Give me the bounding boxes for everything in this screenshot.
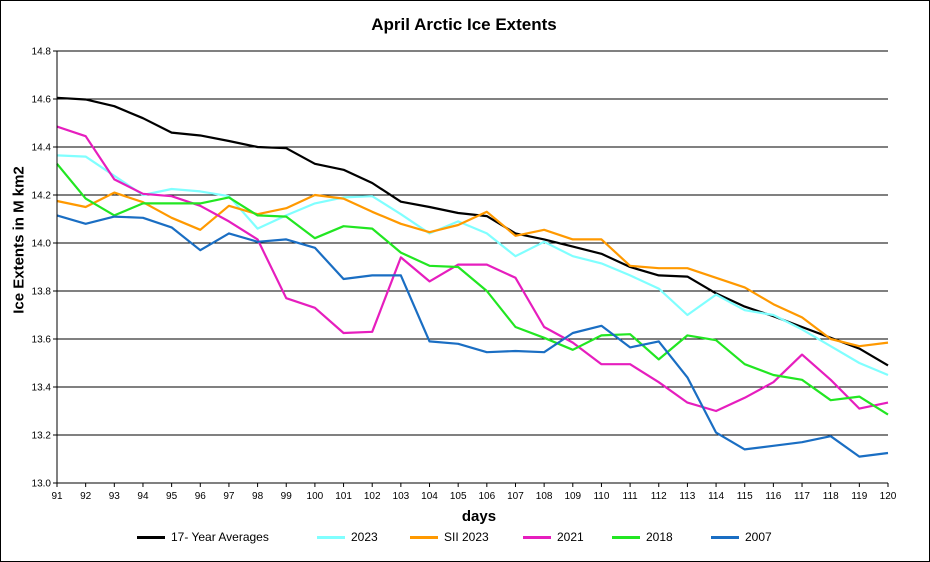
x-tick-label: 98 [252,491,264,502]
x-tick-label: 112 [651,491,667,502]
series-line-2021 [56,125,889,413]
series-lines [56,96,889,458]
y-axis-label: Ice Extents in M km2 [10,166,28,314]
x-tick-label: 107 [507,491,524,502]
x-tick-label: 120 [880,491,897,502]
legend-label: SII 2023 [444,530,489,544]
x-tick-label: 92 [80,491,92,502]
chart-title: April Arctic Ice Extents [371,15,557,34]
x-tick-label: 111 [623,491,639,502]
x-tick-label: 91 [51,491,63,502]
legend-item-2021: 2021 [523,530,584,544]
y-tick-label: 14.4 [32,143,52,154]
series-line-2007 [56,214,889,458]
x-tick-label: 109 [564,491,581,502]
legend-swatch [410,535,438,539]
x-tick-label: 119 [851,491,867,502]
legend-item-sii-2023: SII 2023 [410,530,489,544]
y-tick-label: 13.4 [32,383,52,394]
x-axis-label: days [461,508,497,525]
y-tick-label: 13.2 [32,431,52,442]
legend-item-2018: 2018 [612,530,673,544]
x-tick-label: 110 [593,491,609,502]
x-tick-label: 94 [137,491,149,502]
legend-item-2007: 2007 [711,530,772,544]
legend-swatch [523,535,551,539]
legend-swatch [137,535,165,539]
x-tick-label: 103 [393,491,410,502]
x-tick-label: 113 [679,491,695,502]
x-tick-label: 106 [478,491,495,502]
legend-item-17-year-averages: 17- Year Averages [137,530,269,544]
tick-labels: 13.0 13.2 13.4 13.6 13.8 14.0 14.2 14.4 14.6 14.8… [32,47,897,503]
x-tick-label: 97 [223,491,235,502]
legend-swatch [711,535,739,539]
x-tick-label: 95 [166,491,178,502]
legend-label: 2021 [557,530,584,544]
x-tick-label: 114 [708,491,724,502]
x-tick-label: 108 [536,491,553,502]
legend-label: 2007 [745,530,772,544]
x-tick-label: 101 [335,491,352,502]
y-tick-label: 14.0 [32,239,52,250]
grid-lines [57,50,888,484]
y-tick-label: 13.6 [32,335,52,346]
x-tick-label: 96 [195,491,207,502]
x-tick-label: 115 [737,491,753,502]
y-tick-label: 14.8 [32,47,52,58]
x-tick-label: 117 [794,491,810,502]
legend-swatch [317,535,345,539]
y-tick-label: 14.2 [32,191,52,202]
series-line-sii-2023 [56,191,889,348]
y-tick-label: 13.0 [32,479,52,490]
x-tick-label: 99 [281,491,293,502]
x-tick-label: 102 [364,491,381,502]
x-tick-label: 105 [450,491,467,502]
x-tick-label: 118 [823,491,839,502]
series-line-2023 [56,154,889,377]
legend-swatch [612,535,640,539]
y-tick-label: 14.6 [32,95,52,106]
x-tick-label: 116 [765,491,781,502]
x-tick-label: 93 [109,491,121,502]
x-tick-label: 104 [421,491,438,502]
x-tick-label: 100 [307,491,324,502]
y-tick-label: 13.8 [32,287,52,298]
legend-label: 17- Year Averages [171,530,269,544]
series-line-2018 [56,163,889,416]
series-line-17-year-averages [56,96,889,367]
legend-item-2023: 2023 [317,530,378,544]
axes [53,50,889,487]
legend-label: 2023 [351,530,378,544]
legend-label: 2018 [646,530,673,544]
